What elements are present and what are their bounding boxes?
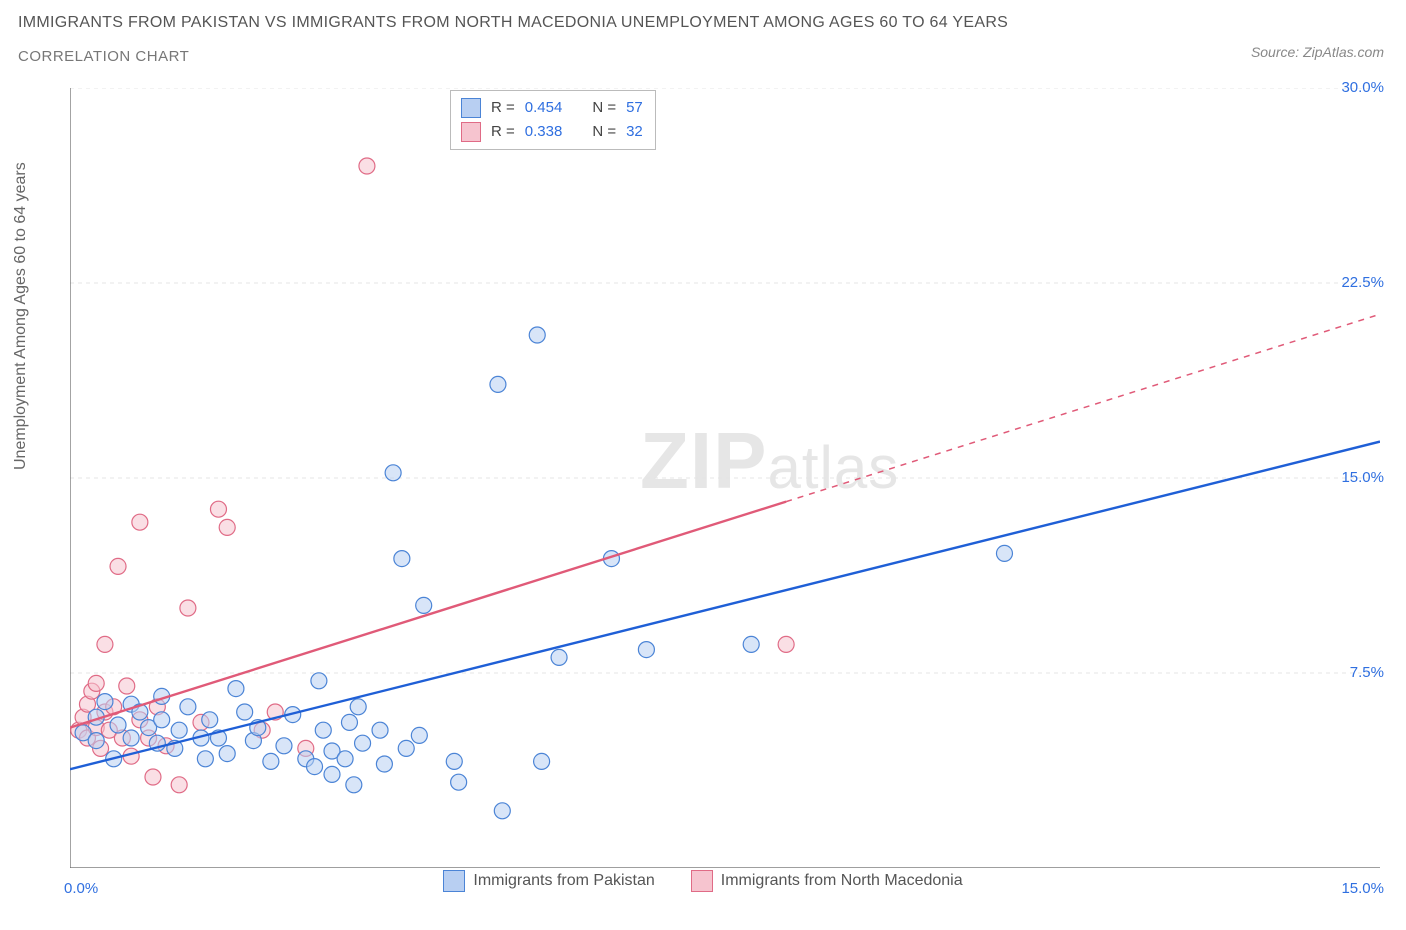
stats-r-value: 0.454 xyxy=(525,96,563,120)
stats-row: R = 0.338 N = 32 xyxy=(461,120,643,144)
stats-r-label: R = xyxy=(491,120,515,144)
legend-swatch xyxy=(461,122,481,142)
stats-n-value: 32 xyxy=(626,120,643,144)
stats-r-value: 0.338 xyxy=(525,120,563,144)
chart-container: IMMIGRANTS FROM PAKISTAN VS IMMIGRANTS F… xyxy=(0,0,1406,930)
legend-swatch xyxy=(691,870,713,892)
legend-label: Immigrants from Pakistan xyxy=(473,872,654,890)
legend-swatch xyxy=(443,870,465,892)
plot-svg xyxy=(70,88,1380,868)
legend-label: Immigrants from North Macedonia xyxy=(721,872,963,890)
stats-row: R = 0.454 N = 57 xyxy=(461,96,643,120)
source-name: ZipAtlas.com xyxy=(1303,44,1384,60)
stats-n-label: N = xyxy=(592,96,616,120)
y-tick-label: 30.0% xyxy=(1341,79,1384,96)
chart-subtitle: CORRELATION CHART xyxy=(18,48,189,65)
legend-item: Immigrants from North Macedonia xyxy=(691,870,963,892)
legend-swatch xyxy=(461,98,481,118)
plot-area xyxy=(70,88,1380,868)
stats-r-label: R = xyxy=(491,96,515,120)
y-tick-label: 22.5% xyxy=(1341,274,1384,291)
source-credit: Source: ZipAtlas.com xyxy=(1251,44,1384,60)
legend-item: Immigrants from Pakistan xyxy=(443,870,654,892)
stats-n-label: N = xyxy=(592,120,616,144)
source-prefix: Source: xyxy=(1251,44,1303,60)
bottom-legend: Immigrants from Pakistan Immigrants from… xyxy=(0,870,1406,892)
y-tick-label: 15.0% xyxy=(1341,469,1384,486)
stats-box: R = 0.454 N = 57 R = 0.338 N = 32 xyxy=(450,90,656,150)
y-tick-label: 7.5% xyxy=(1350,664,1384,681)
y-axis-label: Unemployment Among Ages 60 to 64 years xyxy=(12,162,30,470)
chart-title: IMMIGRANTS FROM PAKISTAN VS IMMIGRANTS F… xyxy=(18,14,1008,32)
stats-n-value: 57 xyxy=(626,96,643,120)
